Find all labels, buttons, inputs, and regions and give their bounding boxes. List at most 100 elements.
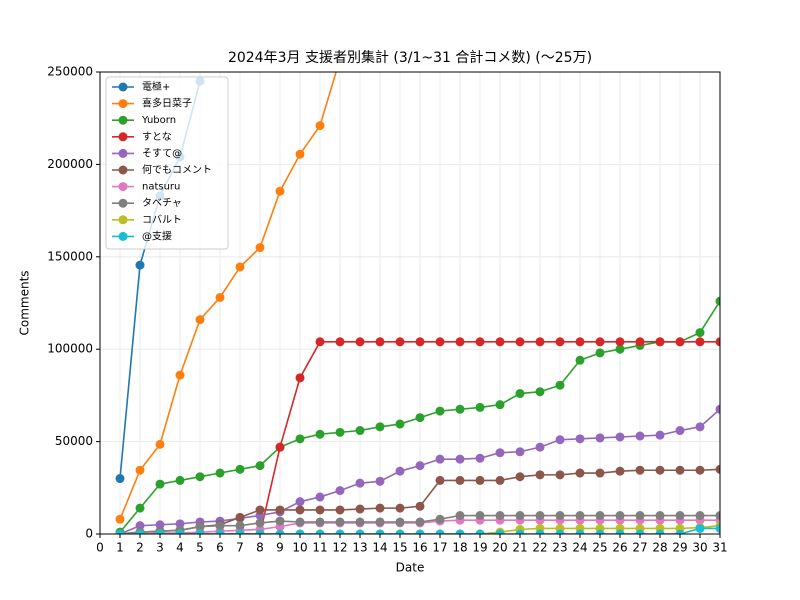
data-point [535,470,545,480]
data-point [415,413,425,423]
legend-label: 何でもコメント [142,163,212,176]
data-point [295,497,305,507]
data-point [415,517,425,527]
data-point [335,529,345,534]
data-point [575,529,585,534]
x-tick-label: 17 [432,541,447,555]
data-point [455,454,465,464]
data-point [135,260,145,270]
legend-marker [118,231,128,241]
legend-marker [118,148,128,158]
x-tick-label: 23 [552,541,567,555]
data-point [215,521,225,531]
data-point [235,512,245,522]
data-point [695,465,705,475]
data-point [215,292,225,302]
data-point [395,529,405,534]
data-point [675,529,685,534]
data-point [455,404,465,414]
y-tick-label: 0 [85,527,93,541]
data-point [515,511,525,521]
data-point [135,521,145,531]
data-point [595,337,605,347]
y-tick-label: 50000 [55,434,93,448]
data-point [495,337,505,347]
data-point [595,348,605,358]
data-point [555,529,565,534]
x-tick-label: 26 [612,541,627,555]
data-point [515,472,525,482]
x-tick-label: 24 [572,541,587,555]
x-tick-label: 5 [196,541,204,555]
data-point [635,465,645,475]
data-point [695,523,705,533]
data-point [715,337,720,347]
data-point [275,529,285,534]
data-point [175,519,185,529]
data-point [175,475,185,485]
data-point [355,426,365,436]
data-point [555,511,565,521]
legend-label: タベチャ [142,197,182,209]
data-point [475,402,485,412]
data-point [715,296,720,306]
data-point [615,432,625,442]
data-point [135,465,145,475]
data-point [635,337,645,347]
data-point [395,517,405,527]
legend-label: Yuborn [141,115,176,126]
data-point [215,529,225,534]
data-point [595,511,605,521]
data-point [575,511,585,521]
data-point [695,422,705,432]
data-point [495,400,505,410]
data-point [315,505,325,515]
data-point [195,315,205,325]
x-tick-label: 14 [372,541,387,555]
legend-label: @支援 [142,229,172,242]
data-point [315,517,325,527]
data-point [615,511,625,521]
data-point [535,511,545,521]
legend-label: すとな [142,131,172,143]
data-point [475,337,485,347]
legend-marker [118,182,128,192]
data-point [235,529,245,534]
data-point [195,522,205,532]
x-tick-label: 9 [276,541,284,555]
data-point [295,149,305,159]
x-tick-label: 12 [332,541,347,555]
data-point [495,475,505,485]
y-tick-label: 100000 [47,342,93,356]
data-point [375,503,385,513]
data-point [155,479,165,489]
legend-label: natsuru [142,182,180,193]
data-point [435,337,445,347]
y-tick-label: 250000 [47,65,93,79]
x-tick-label: 2 [136,541,144,555]
x-tick-label: 19 [472,541,487,555]
data-point [435,454,445,464]
x-tick-label: 27 [632,541,647,555]
data-point [395,337,405,347]
x-tick-label: 0 [96,541,104,555]
data-point [655,430,665,440]
data-point [355,504,365,514]
data-point [155,520,165,530]
data-point [495,448,505,458]
legend-marker [118,215,128,225]
data-point [115,474,125,484]
x-tick-label: 1 [116,541,124,555]
x-tick-label: 10 [292,541,307,555]
data-point [635,431,645,441]
data-point [415,529,425,534]
data-point [175,529,185,534]
data-point [575,355,585,365]
data-point [675,465,685,475]
data-point [675,511,685,521]
x-tick-label: 15 [392,541,407,555]
data-point [255,529,265,534]
data-point [155,439,165,449]
data-point [435,514,445,524]
